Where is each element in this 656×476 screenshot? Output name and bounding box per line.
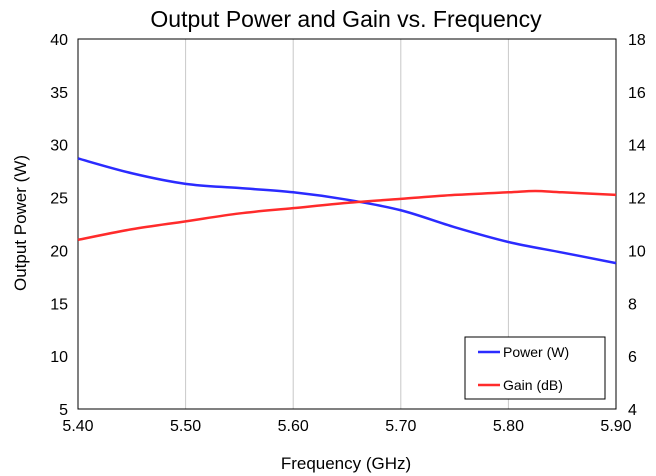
y-tick-label: 35	[50, 85, 68, 102]
legend: Power (W) Gain (dB)	[464, 336, 606, 400]
y-tick-label: 25	[50, 191, 68, 208]
series-line-gain	[77, 189, 617, 242]
grid	[185, 39, 509, 409]
y2-tick-label: 4	[628, 402, 637, 419]
y-tick-label: 15	[50, 296, 68, 313]
y2-tick-label: 6	[628, 349, 637, 366]
legend-label-gain: Gain (dB)	[503, 377, 563, 393]
y2-tick-label: 12	[628, 191, 646, 208]
y-tick-label: 10	[50, 349, 68, 366]
series-line-power	[77, 157, 617, 265]
tick-labels: 5.40 5.50 5.60 5.70 5.80 5.90 5 10 15 20 25 30 35 40 4…	[50, 32, 646, 435]
x-tick-label: 5.80	[493, 418, 524, 435]
y-tick-label: 20	[50, 243, 68, 260]
legend-box	[464, 336, 606, 400]
x-tick-label: 5.90	[600, 418, 631, 435]
chart-title: Output Power and Gain vs. Frequency	[150, 6, 542, 32]
y2-tick-label: 16	[628, 85, 646, 102]
x-axis-label: Frequency (GHz)	[281, 454, 411, 473]
y-axis-label: Output Power (W)	[11, 155, 30, 291]
y2-tick-label: 8	[628, 296, 637, 313]
y2-tick-label: 18	[628, 32, 646, 49]
x-tick-label: 5.70	[385, 418, 416, 435]
legend-label-power: Power (W)	[503, 344, 569, 360]
x-tick-label: 5.50	[170, 418, 201, 435]
y-tick-label: 30	[50, 138, 68, 155]
y2-tick-label: 10	[628, 243, 646, 260]
x-tick-label: 5.60	[278, 418, 309, 435]
y2-tick-label: 14	[628, 138, 646, 155]
series-group	[77, 157, 617, 265]
y-tick-label: 5	[59, 402, 68, 419]
plot-area	[77, 38, 617, 410]
y-tick-label: 40	[50, 32, 68, 49]
x-tick-label: 5.40	[62, 418, 93, 435]
